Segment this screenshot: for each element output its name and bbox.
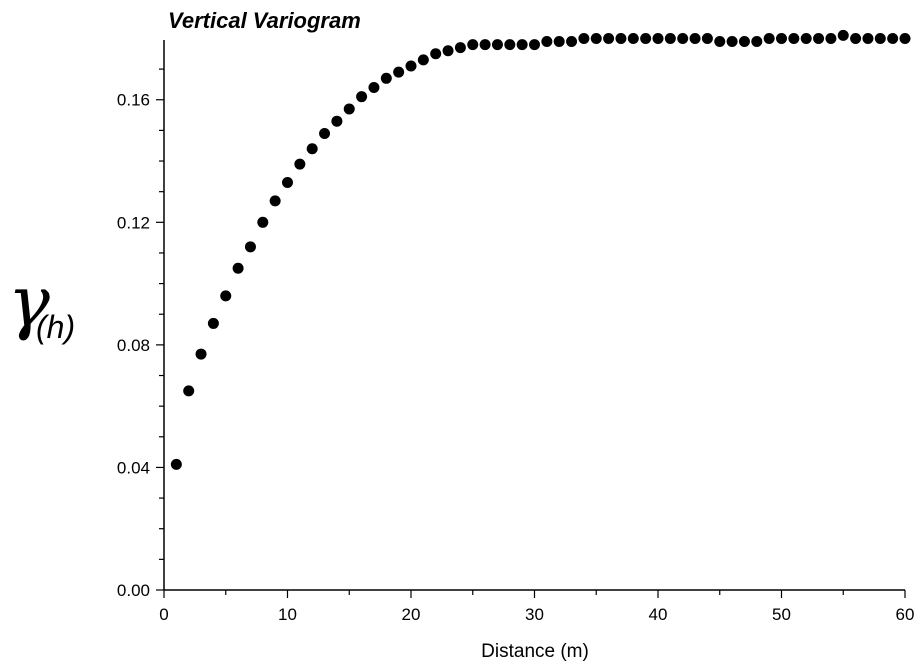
data-point — [442, 45, 454, 57]
data-point — [356, 91, 368, 103]
data-point — [615, 32, 627, 44]
data-point — [183, 385, 195, 397]
data-point — [813, 32, 825, 44]
data-point — [294, 158, 306, 170]
data-point — [701, 32, 713, 44]
data-point — [195, 348, 207, 360]
data-point — [603, 32, 615, 44]
data-point — [170, 458, 182, 470]
data-point — [825, 32, 837, 44]
data-point — [467, 39, 479, 51]
x-tick-label: 40 — [649, 605, 668, 624]
data-point — [220, 290, 232, 302]
data-point — [479, 39, 491, 51]
data-point — [319, 127, 331, 139]
data-point — [207, 317, 219, 329]
data-points — [170, 29, 911, 470]
x-tick-label: 10 — [278, 605, 297, 624]
y-tick-label: 0.04 — [117, 458, 150, 477]
axes — [163, 40, 905, 591]
data-point — [751, 36, 763, 48]
data-point — [417, 54, 429, 66]
data-point — [244, 241, 256, 253]
data-point — [454, 42, 466, 54]
data-point — [393, 66, 405, 78]
data-point — [664, 32, 676, 44]
y-axis-label: γ (h) — [8, 261, 75, 345]
y-axis-symbol: γ — [8, 261, 50, 343]
y-ticks: 0.00 0.04 0.08 0.12 0.16 — [117, 68, 164, 600]
data-point — [232, 262, 244, 274]
data-point — [726, 36, 738, 48]
data-point — [516, 39, 528, 51]
data-point — [689, 32, 701, 44]
data-point — [380, 72, 392, 84]
data-point — [874, 32, 886, 44]
data-point — [504, 39, 516, 51]
data-point — [578, 32, 590, 44]
data-point — [430, 48, 442, 60]
data-point — [566, 36, 578, 48]
y-tick-label: 0.12 — [117, 213, 150, 232]
x-tick-label: 50 — [772, 605, 791, 624]
data-point — [738, 36, 750, 48]
data-point — [368, 81, 380, 93]
y-axis-subscript: (h) — [36, 309, 75, 345]
y-tick-label: 0.16 — [117, 91, 150, 110]
y-tick-label: 0.00 — [117, 581, 150, 600]
data-point — [652, 32, 664, 44]
data-point — [331, 115, 343, 127]
x-tick-label: 0 — [159, 605, 168, 624]
data-point — [257, 216, 269, 228]
data-point — [269, 195, 281, 207]
data-point — [850, 32, 862, 44]
data-point — [282, 176, 293, 188]
data-point — [343, 103, 355, 115]
data-point — [640, 32, 652, 44]
data-point — [714, 36, 726, 48]
data-point — [529, 39, 540, 51]
x-axis-title: Distance (m) — [481, 641, 589, 662]
y-tick-label: 0.08 — [117, 336, 150, 355]
x-tick-label: 30 — [525, 605, 544, 624]
data-point — [776, 32, 787, 44]
x-tick-label: 20 — [402, 605, 421, 624]
data-point — [306, 143, 318, 155]
data-point — [553, 36, 565, 48]
data-point — [788, 32, 800, 44]
data-point — [862, 32, 874, 44]
data-point — [899, 32, 911, 44]
data-point — [590, 32, 602, 44]
chart-title: Vertical Variogram — [168, 8, 361, 33]
x-tick-label: 60 — [896, 605, 915, 624]
data-point — [763, 32, 775, 44]
x-ticks: 0 10 20 30 40 50 60 — [159, 590, 914, 624]
data-point — [405, 60, 417, 72]
data-point — [627, 32, 639, 44]
data-point — [800, 32, 812, 44]
data-point — [677, 32, 689, 44]
data-point — [491, 39, 503, 51]
data-point — [541, 36, 553, 48]
data-point — [837, 29, 849, 41]
data-point — [887, 32, 899, 44]
